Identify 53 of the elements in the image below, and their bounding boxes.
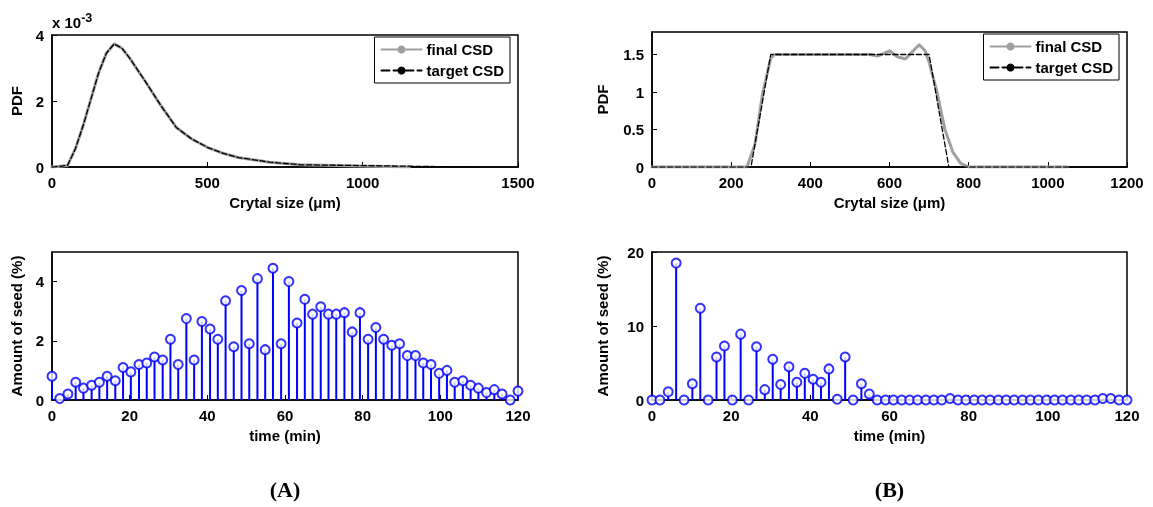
y-tick-label: 4 — [35, 273, 45, 291]
x-tick-label: 1200 — [1110, 174, 1144, 192]
y-axis-title: PDF — [8, 86, 25, 117]
x-axis-title: Crytal size (μm) — [833, 194, 946, 211]
x-tick-label: 1000 — [345, 174, 380, 192]
x-tick-label: 1500 — [501, 174, 535, 192]
y-tick-label: 2 — [35, 92, 44, 110]
x-tick-label: 200 — [718, 174, 744, 192]
x-tick-label: 0 — [47, 174, 57, 192]
x-tick-label: 80 — [354, 407, 372, 424]
x-tick-label: 0 — [647, 174, 657, 192]
y-axis-title: PDF — [594, 84, 611, 115]
legend-label: final CSD — [426, 41, 494, 58]
x-axis-title: Crytal size (μm) — [229, 194, 341, 211]
x-tick-label: 40 — [198, 407, 216, 424]
y-tick-label: 0 — [35, 391, 44, 409]
y-tick-label: 0.5 — [623, 121, 644, 139]
y-tick-label: 2 — [35, 332, 44, 350]
x-tick-label: 100 — [427, 407, 453, 424]
x-tick-label: 20 — [121, 407, 139, 424]
x-axis-title: time (min) — [249, 426, 321, 444]
legend-label: target CSD — [1035, 59, 1114, 76]
x-axis-title: time (min) — [853, 426, 926, 444]
y-axis-title: Amount of seed (%) — [594, 255, 611, 397]
x-tick-label: 600 — [876, 174, 903, 192]
text: (B) — [874, 477, 905, 503]
y-tick-label: 1 — [635, 83, 644, 101]
y-tick-label: 10 — [627, 317, 644, 335]
x-tick-label: 0 — [647, 407, 657, 424]
x-tick-label: 0 — [47, 407, 57, 424]
x-tick-label: 400 — [797, 174, 823, 192]
legend-label: target CSD — [426, 62, 505, 79]
x-tick-label: 60 — [276, 407, 294, 424]
y-tick-label: 0 — [635, 158, 644, 176]
x-tick-label: 20 — [722, 407, 740, 424]
x-tick-label: 500 — [194, 174, 220, 192]
y-axis-title: Amount of seed (%) — [8, 255, 25, 397]
y-tick-label: 0 — [35, 158, 44, 176]
x-tick-label: 800 — [956, 174, 982, 192]
x-tick-label: 1000 — [1031, 174, 1065, 192]
text: x 10$^{-3}$ — [52, 11, 93, 31]
x-tick-label: 120 — [505, 407, 531, 424]
x-tick-label: 60 — [881, 407, 898, 424]
x-tick-label: 80 — [960, 407, 978, 424]
legend-label: final CSD — [1035, 38, 1103, 55]
x-tick-label: 40 — [801, 407, 819, 424]
y-tick-label: 1.5 — [623, 46, 644, 64]
x-tick-label: 120 — [1114, 407, 1140, 424]
y-tick-label: 4 — [35, 26, 45, 44]
y-tick-label: 0 — [635, 391, 644, 409]
text: (A) — [269, 477, 301, 503]
x-tick-label: 100 — [1035, 407, 1061, 424]
y-tick-label: 20 — [627, 243, 644, 261]
